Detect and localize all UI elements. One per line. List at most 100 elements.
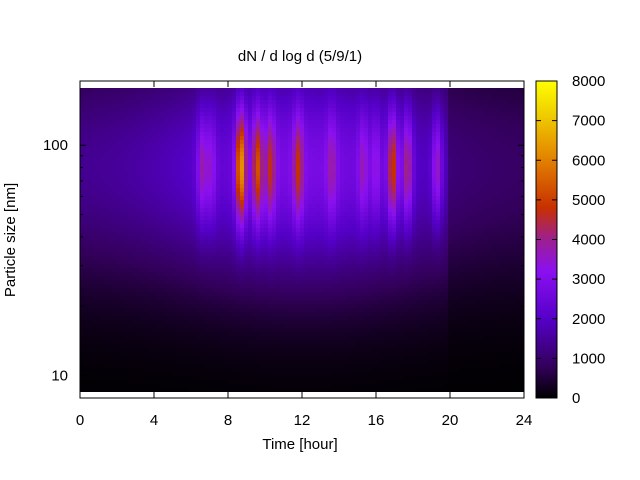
heatmap-cell <box>152 308 157 313</box>
heatmap-cell <box>336 292 341 297</box>
heatmap-cell <box>120 112 125 117</box>
heatmap-cell <box>256 336 261 341</box>
heatmap-cell <box>96 260 101 265</box>
heatmap-cell <box>184 164 189 169</box>
heatmap-cell <box>128 352 133 357</box>
heatmap-cell <box>312 204 317 209</box>
heatmap-cell <box>304 184 309 189</box>
heatmap-cell <box>128 320 133 325</box>
heatmap-cell <box>260 320 265 325</box>
heatmap-cell <box>132 276 137 281</box>
heatmap-cell <box>292 288 297 293</box>
heatmap-cell <box>296 240 301 245</box>
heatmap-cell <box>320 276 325 281</box>
heatmap-cell <box>168 256 173 261</box>
heatmap-cell <box>208 264 213 269</box>
heatmap-cell <box>316 136 321 141</box>
heatmap-cell <box>292 184 297 189</box>
heatmap-cell <box>100 268 105 273</box>
heatmap-cell <box>196 200 201 205</box>
heatmap-cell <box>320 140 325 145</box>
heatmap-cell <box>136 312 141 317</box>
heatmap-cell <box>256 156 261 161</box>
heatmap-cell <box>228 264 233 269</box>
heatmap-cell <box>264 284 269 289</box>
heatmap-cell <box>204 324 209 329</box>
heatmap-cell <box>156 108 161 113</box>
heatmap-cell <box>92 368 97 373</box>
heatmap-cell <box>88 172 93 177</box>
heatmap-cell <box>224 368 229 373</box>
heatmap-cell <box>108 364 113 369</box>
heatmap-cell <box>292 204 297 209</box>
heatmap-cell <box>208 340 213 345</box>
heatmap-cell <box>172 120 177 125</box>
heatmap-cell <box>248 248 253 253</box>
heatmap-cell <box>228 140 233 145</box>
heatmap-cell <box>84 128 89 133</box>
heatmap-cell <box>220 260 225 265</box>
heatmap-cell <box>108 176 113 181</box>
heatmap-cell <box>336 100 341 105</box>
heatmap-cell <box>140 112 145 117</box>
heatmap-cell <box>80 308 85 313</box>
heatmap-cell <box>192 180 197 185</box>
heatmap-cell <box>232 96 237 101</box>
heatmap-cell <box>244 236 249 241</box>
heatmap-cell <box>96 172 101 177</box>
heatmap-cell <box>336 180 341 185</box>
heatmap-cell <box>108 124 113 129</box>
heatmap-cell <box>168 304 173 309</box>
heatmap-cell <box>148 312 153 317</box>
heatmap-cell <box>292 300 297 305</box>
heatmap-cell <box>304 312 309 317</box>
heatmap-cell <box>300 352 305 357</box>
heatmap-cell <box>108 216 113 221</box>
heatmap-cell <box>140 384 145 389</box>
heatmap-cell <box>160 304 165 309</box>
heatmap-cell <box>116 264 121 269</box>
heatmap-cell <box>96 208 101 213</box>
heatmap-cell <box>164 204 169 209</box>
heatmap-cell <box>188 352 193 357</box>
heatmap-cell <box>176 372 181 377</box>
heatmap-cell <box>144 200 149 205</box>
heatmap-cell <box>268 388 273 392</box>
heatmap-cell <box>160 192 165 197</box>
heatmap-cell <box>300 316 305 321</box>
heatmap-cell <box>312 304 317 309</box>
heatmap-cell <box>132 208 137 213</box>
heatmap-cell <box>236 92 241 97</box>
heatmap-cell <box>92 216 97 221</box>
heatmap-cell <box>336 188 341 193</box>
heatmap-cell <box>168 220 173 225</box>
heatmap-cell <box>284 380 289 385</box>
heatmap-cell <box>160 252 165 257</box>
heatmap-cell <box>336 176 341 181</box>
heatmap-cell <box>180 204 185 209</box>
heatmap-cell <box>280 232 285 237</box>
heatmap-cell <box>244 152 249 157</box>
heatmap-cell <box>100 208 105 213</box>
heatmap-cell <box>288 288 293 293</box>
heatmap-cell <box>192 156 197 161</box>
heatmap-cell <box>292 140 297 145</box>
heatmap-cell <box>192 120 197 125</box>
heatmap-cell <box>152 368 157 373</box>
heatmap-cell <box>128 128 133 133</box>
heatmap-cell <box>288 100 293 105</box>
heatmap-cell <box>340 152 345 157</box>
heatmap-cell <box>140 108 145 113</box>
heatmap-cell <box>124 216 129 221</box>
heatmap-cell <box>284 288 289 293</box>
heatmap-cell <box>256 364 261 369</box>
heatmap-cell <box>88 356 93 361</box>
heatmap-cell <box>220 164 225 169</box>
heatmap-cell <box>156 324 161 329</box>
heatmap-cell <box>244 316 249 321</box>
heatmap-cell <box>164 304 169 309</box>
heatmap-cell <box>232 300 237 305</box>
heatmap-cell <box>132 168 137 173</box>
heatmap-cell <box>120 100 125 105</box>
heatmap-cell <box>268 176 273 181</box>
